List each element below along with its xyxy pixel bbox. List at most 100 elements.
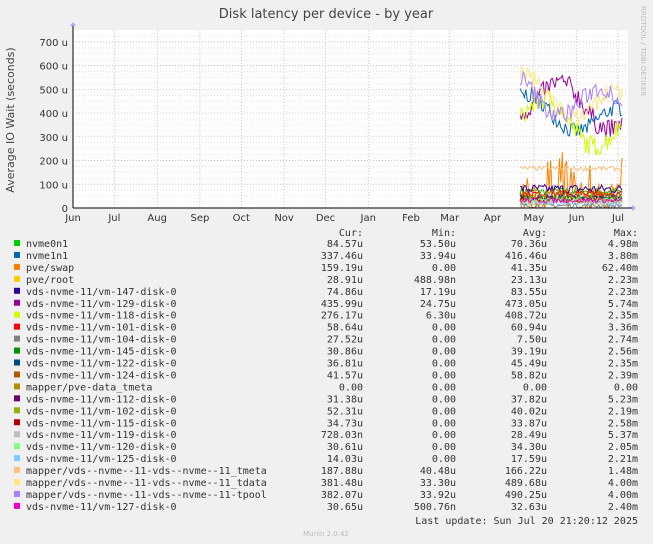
legend-swatch [14, 323, 20, 330]
legend-value-min: 6.30u [426, 311, 456, 322]
legend-value-cur: 0.00 [339, 382, 363, 393]
y-tick-label: 400 u [39, 109, 68, 120]
legend-swatch [14, 240, 20, 246]
legend-value-max: 2.35m [608, 311, 638, 322]
legend-value-min: 33.30u [420, 478, 456, 489]
legend-value-min: 0.00 [432, 418, 456, 429]
legend-value-avg: 83.55u [511, 287, 547, 298]
legend-value-cur: 74.86u [327, 287, 363, 298]
legend-series-name: vds-nvme-11/vm-145-disk-0 [26, 347, 177, 358]
legend-series-name: nvme1n1 [26, 251, 68, 262]
legend-header: Avg: [523, 228, 547, 239]
legend-value-cur: 41.57u [327, 370, 363, 381]
legend: Cur: Min: Avg: Max: nvme0n1 84.57u 53.50u 70.36… [14, 228, 638, 513]
legend-value-min: 0.00 [432, 430, 456, 441]
legend-value-cur: 14.03u [327, 454, 363, 465]
legend-value-cur: 276.17u [321, 311, 363, 322]
x-tick-label: Apr [484, 213, 502, 224]
legend-value-min: 24.75u [420, 299, 456, 310]
legend-value-max: 3.80m [608, 251, 638, 262]
legend-value-max: 62.40m [602, 263, 638, 274]
axes [70, 22, 636, 211]
y-tick-label: 100 u [39, 180, 68, 191]
legend-value-max: 2.56m [608, 347, 638, 358]
legend-value-avg: 33.87u [511, 418, 547, 429]
y-tick-label: 500 u [39, 85, 68, 96]
y-axis-arrow [70, 22, 76, 26]
legend-value-cur: 52.31u [327, 406, 363, 417]
legend-series-name: vds-nvme-11/vm-125-disk-0 [26, 454, 177, 465]
chart-title: Disk latency per device - by year [219, 7, 434, 22]
legend-series-name: vds-nvme-11/vm-101-disk-0 [26, 323, 177, 334]
y-axis-label: Average IO Wait (seconds) [4, 47, 17, 192]
legend-value-cur: 381.48u [321, 478, 363, 489]
legend-value-avg: 32.63u [511, 502, 547, 513]
legend-value-avg: 17.59u [511, 454, 547, 465]
legend-swatch [14, 431, 20, 438]
legend-value-min: 500.76n [414, 502, 456, 513]
legend-value-cur: 31.38u [327, 394, 363, 405]
x-axis-arrow [632, 205, 636, 211]
legend-value-max: 2.58m [608, 418, 638, 429]
legend-value-min: 0.00 [432, 323, 456, 334]
x-tick-label: Jun [568, 213, 585, 224]
series-line-11 [519, 189, 623, 199]
legend-value-avg: 408.72u [505, 311, 547, 322]
legend-value-avg: 473.05u [505, 299, 547, 310]
legend-value-max: 2.19m [608, 406, 638, 417]
legend-series-name: vds-nvme-11/vm-120-disk-0 [26, 442, 177, 453]
legend-value-avg: 28.49u [511, 430, 547, 441]
legend-value-cur: 30.86u [327, 347, 363, 358]
legend-value-min: 33.92u [420, 490, 456, 501]
legend-series-name: mapper/vds--nvme--11-vds--nvme--11_tdata [26, 478, 267, 489]
y-tick-label: 200 u [39, 157, 68, 168]
legend-series-name: vds-nvme-11/vm-115-disk-0 [26, 418, 177, 429]
legend-value-min: 0.00 [432, 442, 456, 453]
series-line-22 [519, 196, 623, 205]
legend-value-max: 5.74m [608, 299, 638, 310]
legend-series-name: vds-nvme-11/vm-147-disk-0 [26, 287, 177, 298]
rrdtool-credit: RRDTOOL / TOBI OETIKER [639, 6, 647, 96]
legend-value-min: 0.00 [432, 335, 456, 346]
legend-header: Max: [614, 228, 638, 239]
legend-value-cur: 337.46u [321, 251, 363, 262]
legend-series-name: vds-nvme-11/vm-127-disk-0 [26, 502, 177, 513]
legend-value-avg: 58.82u [511, 370, 547, 381]
x-tick-label: May [523, 213, 544, 224]
legend-value-avg: 416.46u [505, 251, 547, 262]
legend-value-cur: 34.73u [327, 418, 363, 429]
legend-swatch [14, 443, 20, 450]
legend-swatch [14, 502, 20, 509]
legend-value-cur: 84.57u [327, 239, 363, 250]
legend-series-name: pve/root [26, 275, 74, 286]
legend-series-name: vds-nvme-11/vm-119-disk-0 [26, 430, 177, 441]
legend-value-avg: 41.35u [511, 263, 547, 274]
legend-swatch [14, 299, 20, 306]
legend-value-max: 1.48m [608, 466, 638, 477]
legend-swatch [14, 275, 20, 282]
legend-value-avg: 7.50u [517, 335, 547, 346]
legend-swatch [14, 467, 20, 474]
legend-value-min: 40.48u [420, 466, 456, 477]
legend-series-name: vds-nvme-11/vm-102-disk-0 [26, 406, 177, 417]
legend-swatch [14, 287, 20, 294]
legend-value-max: 2.35m [608, 359, 638, 370]
legend-series-name: mapper/vds--nvme--11-vds--nvme--11-tpool [26, 490, 267, 501]
legend-value-max: 0.00 [614, 382, 638, 393]
legend-value-max: 3.36m [608, 323, 638, 334]
y-ticks: 0 100 u 200 u 300 u 400 u 500 u 600 u 700 u [39, 38, 68, 215]
legend-swatch [14, 419, 20, 426]
legend-value-min: 0.00 [432, 382, 456, 393]
legend-value-cur: 435.99u [321, 299, 363, 310]
legend-value-min: 0.00 [432, 359, 456, 370]
legend-value-max: 2.40m [608, 502, 638, 513]
legend-value-avg: 39.19u [511, 347, 547, 358]
legend-value-min: 0.00 [432, 394, 456, 405]
legend-value-avg: 0.00 [523, 382, 547, 393]
legend-value-avg: 40.02u [511, 406, 547, 417]
legend-swatch [14, 263, 20, 270]
x-tick-label: Sep [191, 213, 210, 224]
legend-value-cur: 28.91u [327, 275, 363, 286]
legend-value-avg: 60.94u [511, 323, 547, 334]
